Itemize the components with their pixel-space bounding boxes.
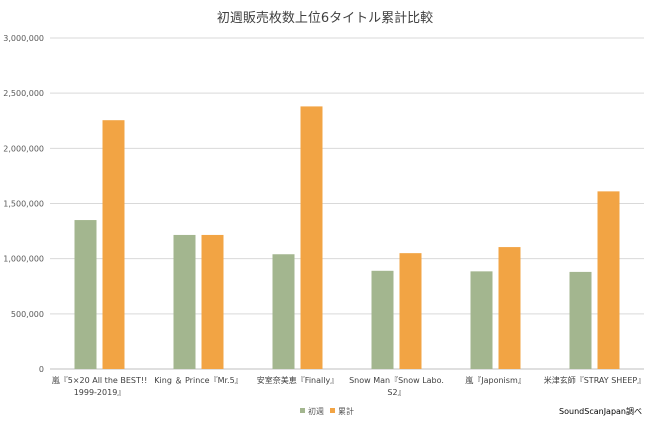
legend: 初週 累計 (300, 406, 354, 416)
bar-cumulative-3 (300, 106, 323, 369)
legend-swatch (330, 408, 335, 413)
x-axis-categories: 嵐『5×20 All the BEST!! 1999-2019』 King ＆ Pr… (52, 375, 646, 397)
bar-first-week-4 (371, 270, 394, 369)
category-label: 嵐『Japonism』 (465, 376, 526, 385)
category-label: 米津玄師『STRAY SHEEP』 (544, 375, 646, 385)
y-tick-label: 2,500,000 (3, 89, 44, 98)
legend-swatch (300, 408, 305, 413)
bar-cumulative-2 (201, 234, 224, 369)
bar-cumulative-6 (597, 191, 620, 369)
category-label: Snow Man『Snow Labo. S2』 (349, 376, 444, 397)
y-tick-label: 3,000,000 (3, 34, 44, 43)
y-tick-label: 0 (39, 365, 44, 374)
source-note: SoundScanJapan調べ (559, 406, 642, 416)
bar-first-week-2 (173, 234, 196, 369)
category-label: 嵐『5×20 All the BEST!! 1999-2019』 (52, 376, 148, 397)
chart-title: 初週販売枚数上位6タイトル累計比較 (217, 10, 433, 26)
bar-first-week-1 (74, 220, 97, 369)
y-axis-ticks: 0 500,000 1,000,000 1,500,000 2,000,000 2,500… (3, 34, 44, 374)
y-tick-label: 1,500,000 (3, 200, 44, 209)
gridlines (50, 37, 644, 370)
legend-label: 初週 (308, 406, 324, 416)
bar-cumulative-5 (498, 247, 521, 369)
legend-label: 累計 (338, 406, 354, 416)
bar-cumulative-4 (399, 253, 422, 369)
bar-first-week-3 (272, 254, 295, 369)
bars (74, 106, 620, 369)
y-tick-label: 2,000,000 (3, 144, 44, 153)
bar-cumulative-1 (102, 120, 125, 369)
bar-first-week-6 (569, 271, 592, 369)
y-tick-label: 1,000,000 (3, 255, 44, 264)
category-label: King ＆ Prince『Mr.5』 (154, 376, 242, 385)
y-tick-label: 500,000 (11, 310, 44, 319)
bar-first-week-5 (470, 271, 493, 369)
category-label: 安室奈美恵『Finally』 (257, 375, 338, 385)
